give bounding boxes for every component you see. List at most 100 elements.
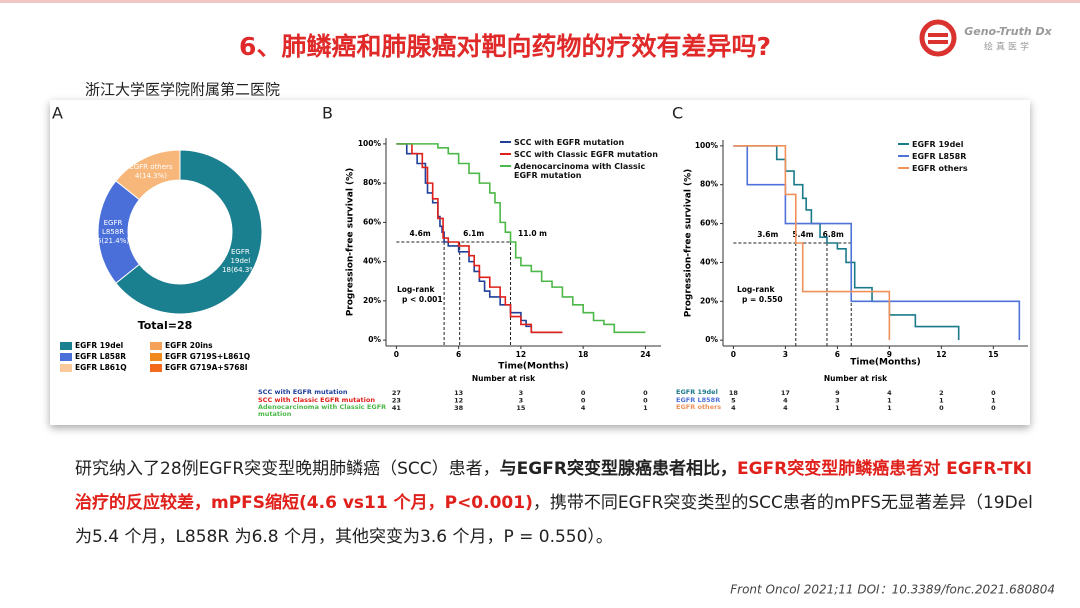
x-tick-label: 0	[394, 350, 399, 359]
risk-count: 4	[887, 389, 892, 397]
risk-row-name: EGFR others	[676, 404, 722, 411]
risk-count: 18	[729, 389, 739, 397]
legend-label: EGFR L861Q	[75, 363, 127, 372]
risk-count: 3	[835, 397, 840, 405]
risk-row-name: EGFR 19del	[676, 389, 718, 396]
median-label: 11.0 m	[518, 229, 547, 238]
risk-row-name-box: EGFR L858R	[676, 397, 720, 404]
citation: Front Oncol 2021;11 DOI：10.3389/fonc.202…	[730, 583, 1055, 597]
risk-count: 3	[519, 389, 524, 397]
risk-count: 4	[783, 397, 788, 405]
risk-count: 41	[392, 404, 402, 412]
y-tick-label: 0%	[705, 335, 718, 344]
risk-count: 0	[581, 397, 586, 405]
legend-swatch	[60, 342, 72, 350]
legend-label: EGFR G719S+L861Q	[165, 352, 250, 361]
legend-label: EGFR others	[912, 164, 968, 173]
legend-label: Adenocarcinoma with Classic EGFR mutatio…	[514, 162, 646, 180]
risk-count: 0	[643, 389, 648, 397]
panel-letter: C	[672, 104, 683, 123]
risk-count: 0	[581, 389, 586, 397]
subtitle: 浙江大学医学院附属第二医院	[85, 81, 280, 99]
median-label: 6.1m	[463, 229, 484, 238]
legend-label: EGFR L858R	[75, 352, 126, 361]
km-curve	[396, 143, 646, 334]
risk-title: Number at risk	[472, 374, 536, 383]
km-curve	[733, 145, 1021, 341]
risk-count: 0	[991, 404, 996, 412]
x-tick-label: 9	[887, 350, 892, 359]
legend-label: SCC with Classic EGFR mutation	[514, 150, 658, 159]
y-axis-label: Progression-free survival (%)	[684, 169, 694, 318]
slice-label: EGFR	[104, 219, 123, 227]
y-tick-label: 100%	[695, 141, 719, 150]
legend-swatch	[150, 342, 162, 350]
body-run: 研究纳入了28例EGFR突变型晚期肺鳞癌（SCC）患者，	[75, 459, 500, 479]
legend-swatch	[60, 353, 72, 361]
y-tick-label: 40%	[700, 257, 718, 266]
logo-icon	[928, 33, 948, 37]
legend-swatch	[60, 364, 72, 372]
slice-label: EGFR others	[129, 163, 173, 171]
test-label: p < 0.001	[402, 295, 443, 304]
risk-count: 0	[991, 389, 996, 397]
slice-label: EGFR	[231, 248, 250, 256]
legend-label: EGFR 19del	[912, 140, 964, 149]
x-tick-label: 0	[731, 350, 736, 359]
risk-row-name-box: SCC with Classic EGFR mutation	[258, 396, 375, 404]
risk-count: 0	[643, 397, 648, 405]
legend-label: EGFR G719A+S768I	[165, 363, 248, 372]
title: 6、肺鳞癌和肺腺癌对靶向药物的疗效有差异吗?	[239, 32, 771, 61]
slice-label: 6(21.4%)	[97, 237, 129, 245]
legend-label-box: EGFR others	[912, 164, 968, 173]
risk-count: 1	[991, 397, 996, 405]
panel-letter: A	[52, 104, 63, 123]
panel-letter: B	[322, 104, 333, 123]
x-axis-label: Time(Months)	[498, 362, 569, 372]
x-tick-label: 6	[456, 350, 461, 359]
risk-count: 13	[454, 389, 463, 397]
legend-label-box: EGFR L858R	[912, 152, 967, 161]
test-label: Log-rank	[737, 285, 776, 294]
legend-label-box: EGFR 19del	[912, 140, 964, 149]
risk-row-name: Adenocarcinoma with Classic EGFR mutatio…	[258, 404, 387, 418]
legend-label: EGFR 20ins	[165, 341, 213, 350]
risk-count: 1	[643, 404, 648, 412]
x-tick-label: 15	[988, 350, 998, 359]
risk-row-name: SCC with Classic EGFR mutation	[258, 396, 375, 404]
x-tick-label: 24	[640, 350, 650, 359]
risk-count: 3	[519, 397, 524, 405]
risk-row-name-box: EGFR 19del	[676, 389, 718, 396]
risk-count: 23	[392, 397, 401, 405]
slice-label: L858R	[102, 228, 124, 236]
legend-label: SCC with EGFR mutation	[514, 138, 625, 147]
legend-label: EGFR L858R	[912, 152, 967, 161]
legend-label-box: SCC with EGFR mutation	[514, 138, 625, 147]
risk-count: 4	[581, 404, 586, 412]
y-tick-label: 60%	[700, 219, 718, 228]
x-tick-label: 12	[936, 350, 946, 359]
total-label: Total=28	[138, 319, 193, 332]
slice-label: 19del	[231, 257, 251, 265]
body-run: ，携带不同EGFR突变类型的SCC患者的mPFS无显著差异（19Del 为5.4…	[75, 493, 1033, 547]
risk-count: 38	[454, 404, 464, 412]
legend-label-box: Adenocarcinoma with Classic EGFR mutatio…	[514, 162, 646, 180]
legend-label: EGFR 19del	[75, 341, 123, 350]
median-label: 5.4m	[792, 230, 813, 239]
y-tick-label: 80%	[363, 178, 381, 187]
risk-count: 27	[392, 389, 401, 397]
y-axis-label: Progression-free survival (%)	[346, 168, 356, 317]
top-bar	[0, 0, 1080, 3]
logo-name: Geno-Truth Dx	[964, 25, 1052, 38]
km-curve	[733, 145, 891, 341]
legend-label-box: SCC with Classic EGFR mutation	[514, 150, 658, 159]
test-label: p = 0.550	[742, 295, 783, 304]
legend-swatch	[150, 364, 162, 372]
median-label: 6.8m	[823, 230, 844, 239]
risk-row-name: SCC with EGFR mutation	[258, 389, 348, 396]
risk-count: 4	[783, 404, 788, 412]
body-text: 研究纳入了28例EGFR突变型晚期肺鳞癌（SCC）患者，与EGFR突变型腺癌患者…	[75, 452, 1040, 554]
x-tick-label: 6	[835, 350, 840, 359]
y-tick-label: 20%	[700, 296, 718, 305]
